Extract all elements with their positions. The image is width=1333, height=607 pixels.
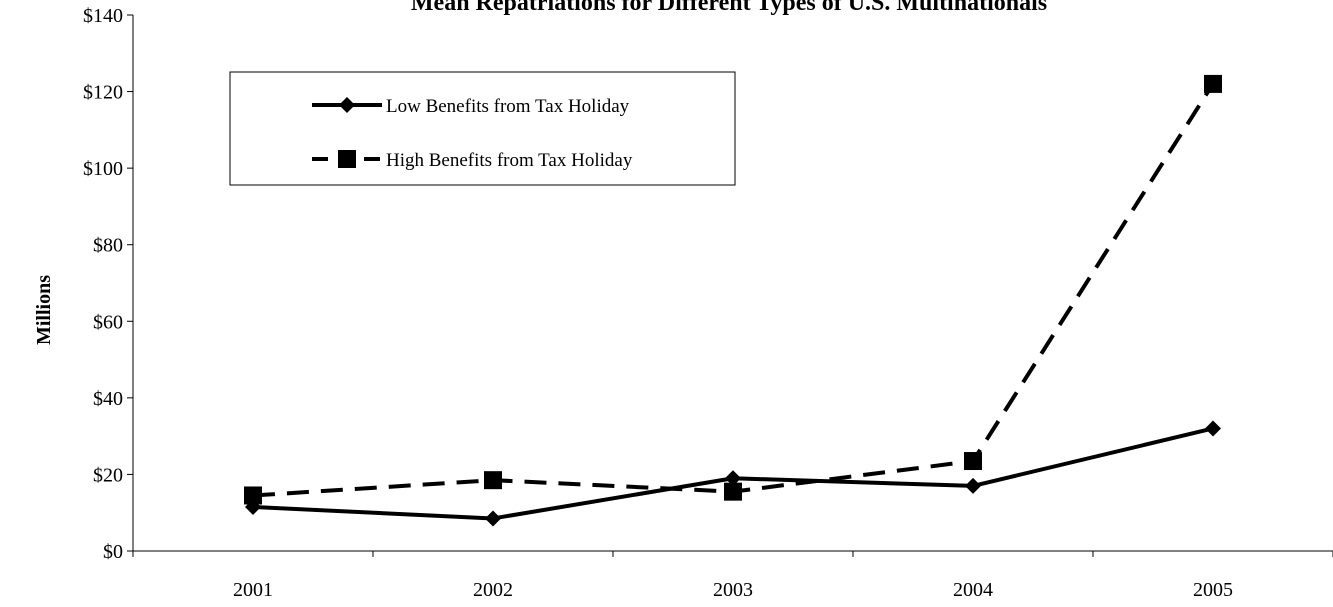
data-point-diamond [965, 477, 981, 494]
x-tick-label: 2004 [953, 579, 993, 601]
y-tick-label: $40 [93, 388, 123, 410]
legend-label: Low Benefits from Tax Holiday [386, 96, 630, 117]
data-point-square [724, 482, 742, 501]
y-tick-label: $0 [103, 541, 123, 563]
data-point-diamond [485, 510, 501, 527]
data-point-square [1204, 74, 1222, 93]
axes: $0 $20 $40 $60 $80 $100 $120 $140 2001 2002 2003 20… [83, 5, 1333, 601]
chart-title: Mean Repatriations for Different Types o… [411, 0, 1047, 16]
x-tick-label: 2001 [233, 579, 273, 601]
series-layer [244, 74, 1222, 527]
y-tick-label: $140 [83, 5, 123, 27]
data-point-square [244, 486, 262, 505]
data-point-square [964, 452, 982, 471]
legend-box [229, 71, 736, 186]
data-point-square [484, 471, 502, 490]
x-tick-label: 2005 [1193, 579, 1233, 601]
y-tick-label: $20 [93, 464, 123, 486]
series-low-benefits [245, 420, 1221, 527]
y-axis-label: Millions [33, 275, 55, 345]
series-high-benefits [244, 74, 1222, 505]
legend: Low Benefits from Tax Holiday High Benefi… [229, 71, 736, 186]
x-tick-label: 2003 [713, 579, 753, 601]
legend-label: High Benefits from Tax Holiday [386, 150, 633, 171]
y-tick-label: $60 [93, 311, 123, 333]
legend-marker-diamond [339, 97, 355, 113]
x-tick-label: 2002 [473, 579, 513, 601]
data-point-diamond [725, 470, 741, 487]
y-tick-label: $100 [83, 158, 123, 180]
y-tick-label: $120 [83, 82, 123, 104]
data-point-diamond [1205, 420, 1221, 437]
y-tick-label: $80 [93, 235, 123, 257]
legend-marker-square [338, 150, 356, 168]
